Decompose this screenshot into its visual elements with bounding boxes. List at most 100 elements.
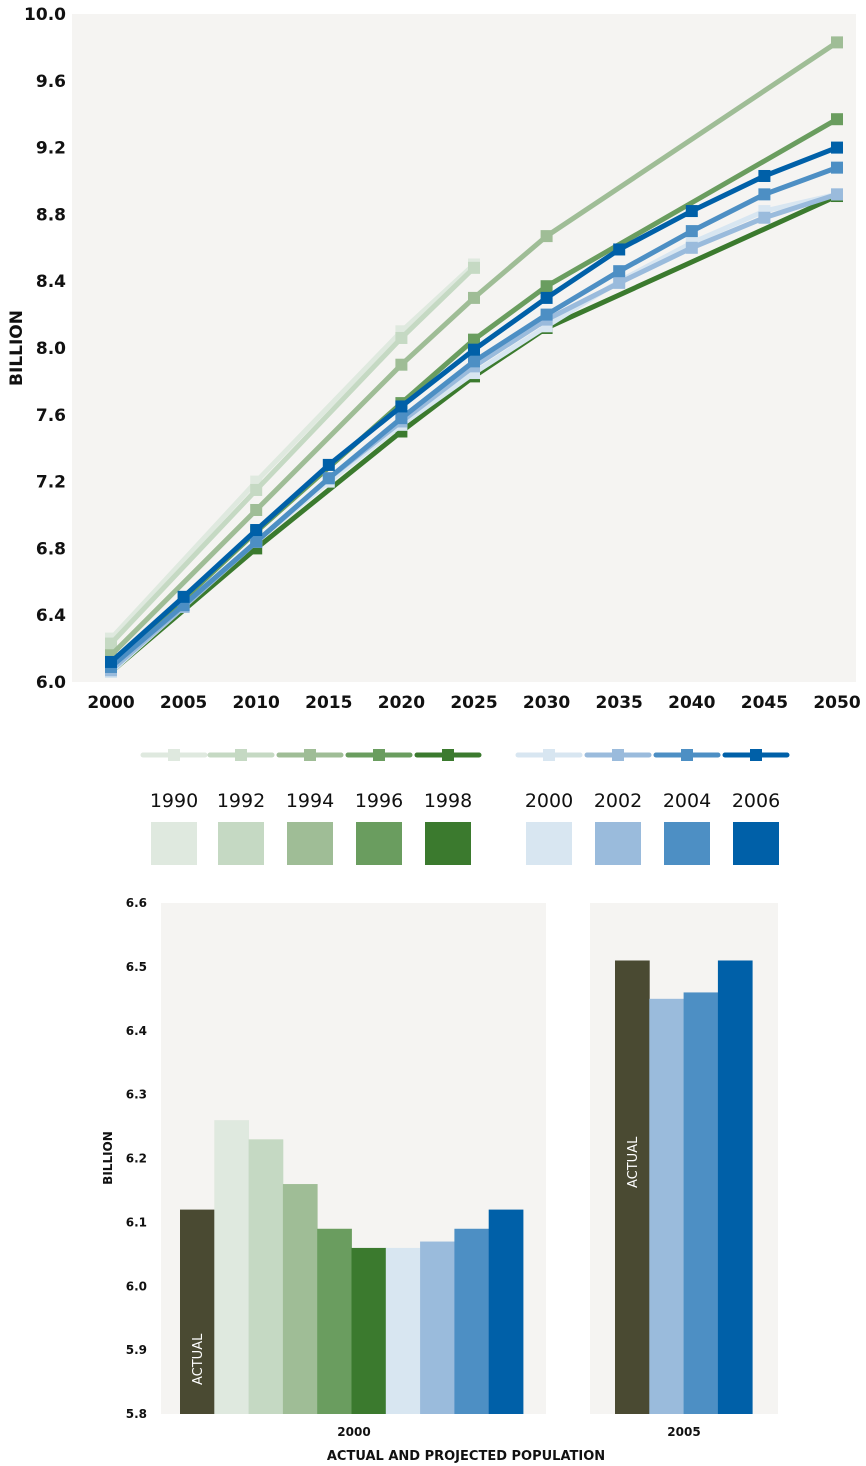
x-axis-title: ACTUAL AND PROJECTED POPULATION <box>327 1449 605 1464</box>
bar-2004 <box>454 1228 490 1414</box>
data-point-2004 <box>758 188 771 201</box>
data-point-1996 <box>831 113 843 126</box>
legend-swatch-2004 <box>664 822 710 865</box>
legend-label-1996: 1996 <box>355 790 403 812</box>
data-point-1996 <box>468 333 480 346</box>
legend-label-2006: 2006 <box>732 790 780 812</box>
x-category-label: 2005 <box>667 1425 700 1439</box>
y-tick-label: 6.4 <box>126 1024 147 1038</box>
x-tick-label: 2030 <box>523 693 570 713</box>
bar-ACTUAL <box>615 960 650 1414</box>
data-point-2006 <box>468 343 480 356</box>
data-point-2004 <box>685 225 698 238</box>
bar-label-actual: ACTUAL <box>626 1136 641 1188</box>
data-point-2006 <box>613 243 626 256</box>
x-tick-label: 2000 <box>87 693 134 713</box>
y-tick-label: 8.4 <box>36 272 66 292</box>
legend-marker-2006 <box>750 749 762 761</box>
data-point-2004 <box>322 472 335 485</box>
data-point-2004 <box>831 161 843 174</box>
bar-1990 <box>214 1120 249 1414</box>
legend-marker-2000 <box>543 749 555 761</box>
y-tick-label: 5.8 <box>126 1407 147 1421</box>
data-point-1992 <box>468 261 480 274</box>
legend-marker-1992 <box>235 749 247 761</box>
legend-swatch-1992 <box>218 822 264 865</box>
data-point-1994 <box>468 291 480 304</box>
bar-1998 <box>351 1247 387 1414</box>
y-tick-label: 6.4 <box>36 606 66 626</box>
legend-swatch-2006 <box>733 822 779 865</box>
data-point-1996 <box>540 280 553 293</box>
y-tick-label: 10.0 <box>24 5 66 25</box>
y-axis-title: BILLION <box>101 1131 115 1185</box>
bar-2002 <box>649 998 684 1414</box>
y-tick-label: 9.2 <box>36 139 66 159</box>
data-point-1992 <box>395 331 408 344</box>
data-point-2002 <box>758 211 771 224</box>
bar-2000 <box>385 1247 421 1414</box>
data-point-2006 <box>177 590 190 603</box>
data-point-2006 <box>758 169 771 182</box>
data-point-2006 <box>540 291 553 304</box>
bar-label-actual: ACTUAL <box>191 1333 206 1385</box>
data-point-2006 <box>250 524 263 537</box>
bar-2006 <box>488 1209 524 1414</box>
series-line-1992 <box>109 266 476 646</box>
bar-2002 <box>420 1241 455 1414</box>
x-tick-label: 2035 <box>596 693 643 713</box>
y-tick-label: 6.0 <box>36 673 66 693</box>
y-tick-label: 7.6 <box>36 406 66 426</box>
x-tick-label: 2010 <box>233 693 280 713</box>
data-point-2002 <box>831 188 843 201</box>
x-tick-label: 2025 <box>450 693 497 713</box>
x-tick-label: 2015 <box>305 693 352 713</box>
data-point-2002 <box>685 241 698 254</box>
x-tick-label: 2050 <box>813 693 860 713</box>
legend-marker-1990 <box>168 749 180 761</box>
data-point-2006 <box>831 141 843 154</box>
y-tick-label: 7.2 <box>36 473 66 493</box>
series-line-1994 <box>109 40 839 658</box>
legend-swatch-1990 <box>151 822 197 865</box>
legend-marker-2004 <box>681 749 693 761</box>
bar-1992 <box>248 1139 284 1414</box>
data-point-1994 <box>831 36 843 49</box>
line-chart: 6.0 6.4 6.8 7.2 7.6 8.0 8.4 8.8 9.2 9.6 10.0 2000 20… <box>7 5 861 713</box>
bar-2006 <box>717 960 753 1414</box>
data-point-2006 <box>685 205 698 218</box>
data-point-2004 <box>613 265 626 278</box>
bar-1994 <box>282 1184 318 1414</box>
legend-swatch-1996 <box>356 822 402 865</box>
legend-swatch-1994 <box>287 822 333 865</box>
x-tick-label: 2040 <box>668 693 715 713</box>
data-point-1994 <box>540 230 553 243</box>
y-tick-label: 6.0 <box>126 1279 147 1293</box>
data-point-2006 <box>105 655 117 668</box>
y-axis-title: BILLION <box>7 310 27 386</box>
y-tick-label: 6.1 <box>126 1215 147 1229</box>
bar-2004 <box>683 992 719 1414</box>
data-point-2006 <box>322 458 335 471</box>
legend-label-1994: 1994 <box>286 790 334 812</box>
bar-ACTUAL <box>180 1209 215 1414</box>
y-tick-label: 6.8 <box>36 539 66 559</box>
legend-label-2004: 2004 <box>663 790 711 812</box>
data-point-2002 <box>613 276 626 289</box>
legend-swatch-2000 <box>526 822 572 865</box>
x-tick-label: 2005 <box>160 693 207 713</box>
data-point-1994 <box>250 503 263 516</box>
y-tick-label: 5.9 <box>126 1343 147 1357</box>
legend: 1990 1992 1994 1996 1998 2000 2002 2004 2006 <box>140 749 790 865</box>
legend-label-1990: 1990 <box>150 790 198 812</box>
legend-swatch-2002 <box>595 822 641 865</box>
bar-1996 <box>317 1228 352 1414</box>
data-point-2004 <box>250 535 263 548</box>
x-tick-label: 2045 <box>741 693 788 713</box>
y-tick-label: 6.3 <box>126 1088 147 1102</box>
y-tick-label: 8.8 <box>36 205 66 225</box>
legend-marker-1994 <box>304 749 316 761</box>
y-tick-label: 6.5 <box>126 960 147 974</box>
legend-marker-1996 <box>373 749 385 761</box>
